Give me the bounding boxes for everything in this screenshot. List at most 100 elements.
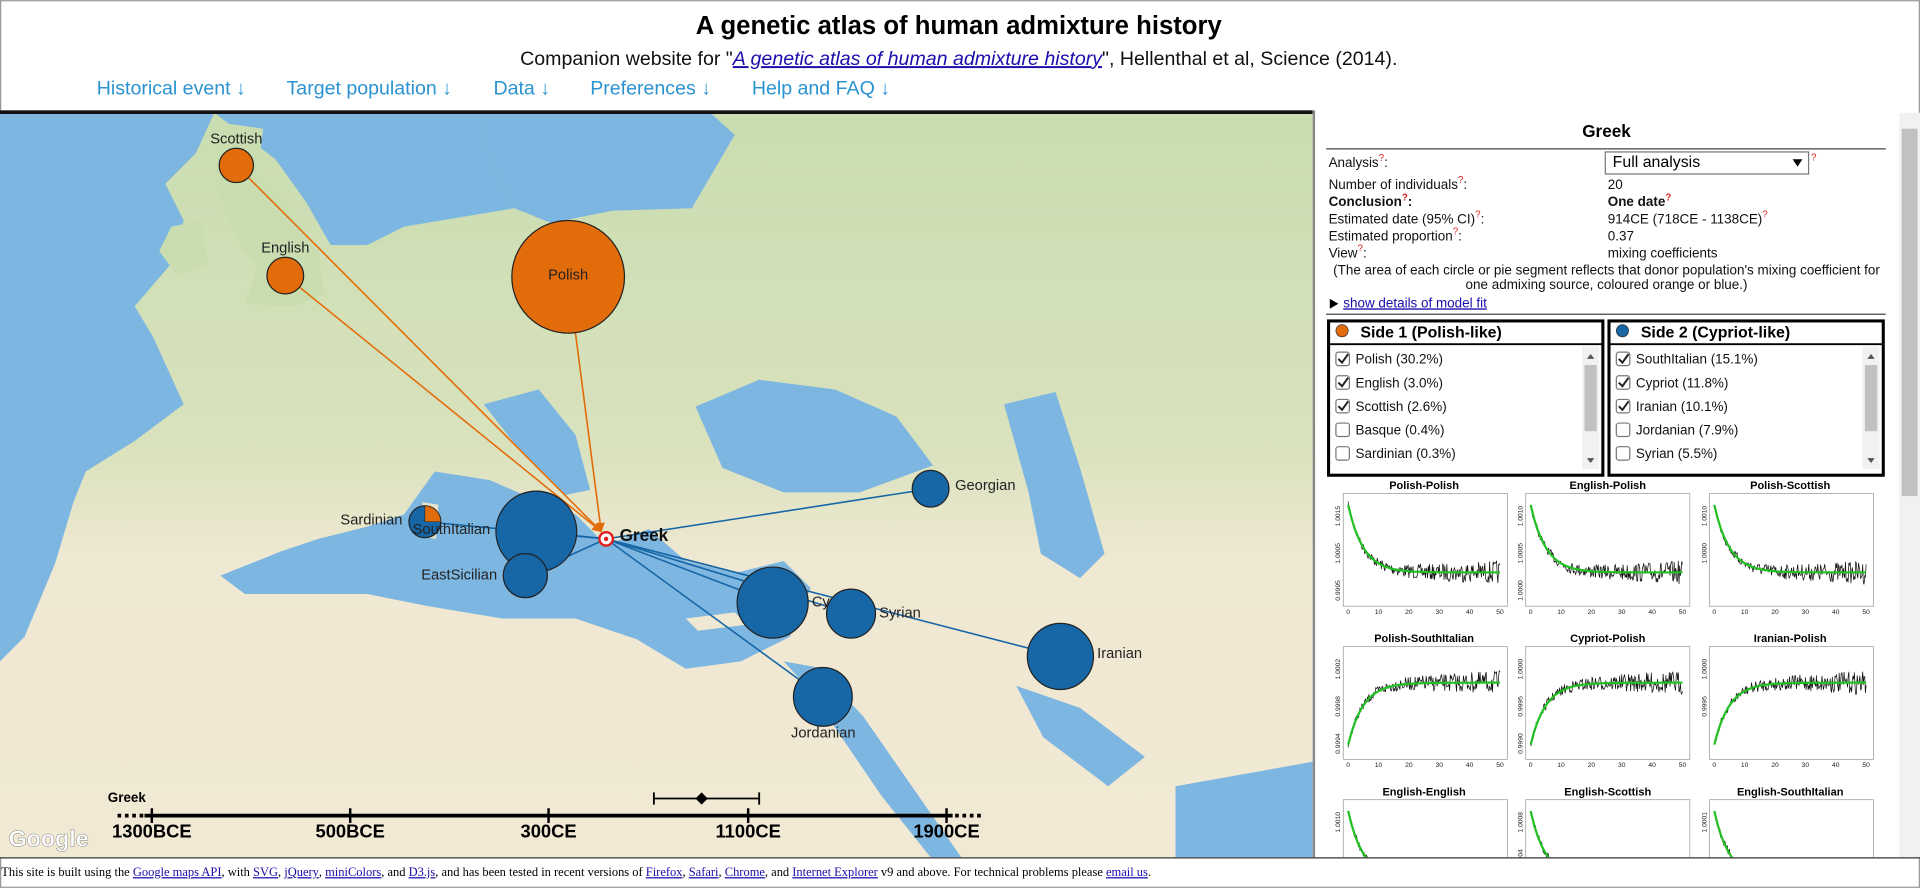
footer-link[interactable]: Internet Explorer xyxy=(792,865,878,879)
help-mark[interactable]: ? xyxy=(1453,226,1459,237)
checkbox[interactable] xyxy=(1615,446,1631,461)
plot-title: Cypriot-Polish xyxy=(1570,633,1646,645)
help-mark[interactable]: ? xyxy=(1402,192,1408,203)
population-circle[interactable] xyxy=(825,588,877,639)
side-scroll-thumb[interactable] xyxy=(1864,365,1878,432)
scroll-up[interactable] xyxy=(1586,354,1595,359)
side-item[interactable]: Syrian (5.5%) xyxy=(1636,446,1718,461)
value-text: 914CE (718CE - 1138CE) xyxy=(1608,211,1763,226)
scroll-up[interactable] xyxy=(1867,354,1875,359)
nav-menu[interactable]: Historical event ↓ xyxy=(97,78,246,100)
label-text: Estimated date (95% CI) xyxy=(1329,211,1476,226)
target-label[interactable]: Greek xyxy=(620,525,669,545)
checkbox[interactable] xyxy=(1615,422,1631,438)
nav-menu[interactable]: Preferences ↓ xyxy=(590,78,711,100)
plot-y-tick: 0.9990 xyxy=(1518,733,1525,754)
help-mark[interactable]: ? xyxy=(1665,192,1671,203)
help-mark[interactable]: ? xyxy=(1379,153,1385,164)
nav-menu[interactable]: Target population ↓ xyxy=(287,78,452,100)
footer-link[interactable]: D3.js xyxy=(409,865,436,879)
population-circle[interactable] xyxy=(511,219,626,334)
population-label[interactable]: English xyxy=(261,241,309,257)
help-mark[interactable]: ? xyxy=(1475,209,1481,220)
label-text: View xyxy=(1329,245,1358,260)
colon: : xyxy=(1363,245,1367,260)
checkmark xyxy=(1618,400,1630,412)
footer-link[interactable]: email us xyxy=(1106,865,1148,879)
population-label[interactable]: Scottish xyxy=(210,132,262,148)
checkmark xyxy=(1337,353,1349,365)
subtitle-prefix: Companion website for " xyxy=(520,48,733,70)
side-item[interactable]: Sardinian (0.3%) xyxy=(1356,446,1456,461)
footer-text: , xyxy=(683,865,689,879)
side-item[interactable]: Scottish (2.6%) xyxy=(1356,399,1447,414)
population-circle[interactable] xyxy=(792,666,853,727)
footer-link[interactable]: jQuery xyxy=(283,865,319,879)
checkbox[interactable] xyxy=(1335,422,1350,438)
population-label[interactable]: Georgian xyxy=(955,478,1015,494)
paper-link[interactable]: A genetic atlas of human admixture histo… xyxy=(732,48,1103,70)
plot-y-tick: 1.0000 xyxy=(1518,659,1525,680)
plot-y-tick: 1.0000 xyxy=(1701,659,1708,680)
side-item[interactable]: Jordanian (7.9%) xyxy=(1636,423,1738,438)
side-item[interactable]: Basque (0.4%) xyxy=(1356,423,1445,438)
population-circle[interactable] xyxy=(502,552,548,599)
population-label[interactable]: Sardinian xyxy=(340,512,402,528)
population-circle[interactable] xyxy=(218,147,255,184)
plot-x-tick: 50 xyxy=(1862,762,1870,769)
plot-y-tick: 1.0010 xyxy=(1518,506,1525,527)
scroll-down[interactable] xyxy=(1867,458,1875,463)
panel-scroll-thumb[interactable] xyxy=(1901,128,1918,497)
plot-y-tick: 0.9995 xyxy=(1701,696,1708,717)
plot-y-tick: 1.0010 xyxy=(1701,506,1708,527)
side-item[interactable]: Cypriot (11.8%) xyxy=(1636,375,1728,390)
population-circle[interactable] xyxy=(736,566,809,639)
plot-x-tick: 30 xyxy=(1436,762,1444,769)
info-value: 20 xyxy=(1608,177,1623,192)
footer-link[interactable]: Firefox xyxy=(646,865,683,879)
side-item[interactable]: SouthItalian (15.1%) xyxy=(1636,352,1758,367)
help-mark[interactable]: ? xyxy=(1762,209,1768,220)
analysis-select[interactable] xyxy=(1604,151,1810,175)
plot-x-tick: 40 xyxy=(1466,609,1474,616)
value-text: 20 xyxy=(1608,177,1623,192)
population-label[interactable]: Jordanian xyxy=(791,725,856,741)
population-label[interactable]: Syrian xyxy=(879,605,921,621)
plot-frame xyxy=(1709,493,1874,607)
population-circle[interactable] xyxy=(266,256,305,295)
side-title: Side 1 (Polish-like) xyxy=(1360,324,1501,341)
checkbox[interactable] xyxy=(1335,446,1350,461)
side-item[interactable]: English (3.0%) xyxy=(1356,375,1444,390)
select-value[interactable]: Full analysis xyxy=(1613,154,1701,171)
population-label[interactable]: EastSicilian xyxy=(421,568,497,584)
population-label[interactable]: Iranian xyxy=(1097,646,1142,662)
footer-link[interactable]: miniColors xyxy=(325,865,381,879)
footer-link[interactable]: SVG xyxy=(253,865,278,879)
plot-fit xyxy=(1713,504,1867,574)
help-mark[interactable]: ? xyxy=(1458,175,1464,186)
plot-x-tick: 40 xyxy=(1648,762,1656,769)
help-mark[interactable]: ? xyxy=(1811,153,1817,164)
subtitle: Companion website for "A genetic atlas o… xyxy=(520,48,1397,70)
help-mark[interactable]: ? xyxy=(1357,243,1363,254)
scroll-down[interactable] xyxy=(1586,458,1595,463)
population-label[interactable]: SouthItalian xyxy=(413,522,491,538)
plot-x-tick: 10 xyxy=(1375,609,1383,616)
side-scroll-thumb[interactable] xyxy=(1584,365,1597,432)
population-label[interactable]: Polish xyxy=(548,268,588,284)
nav-menu[interactable]: Data ↓ xyxy=(493,78,550,100)
population-circle[interactable] xyxy=(1026,622,1095,691)
footer-text: v9 and above. For technical problems ple… xyxy=(878,865,1106,879)
footer-link[interactable]: Chrome xyxy=(725,865,766,879)
side-item[interactable]: Polish (30.2%) xyxy=(1356,352,1444,367)
footer-link[interactable]: Google maps API xyxy=(133,865,222,879)
plot-x-tick: 10 xyxy=(1557,609,1565,616)
nav-menu[interactable]: Help and FAQ ↓ xyxy=(752,78,890,100)
side-item[interactable]: Iranian (10.1%) xyxy=(1636,399,1728,414)
footer-link[interactable]: Safari xyxy=(689,865,719,879)
population-circle[interactable] xyxy=(911,469,950,508)
details-link[interactable]: show details of model fit xyxy=(1343,295,1487,310)
timeline-label: Greek xyxy=(108,790,147,805)
page-title: A genetic atlas of human admixture histo… xyxy=(696,12,1223,40)
